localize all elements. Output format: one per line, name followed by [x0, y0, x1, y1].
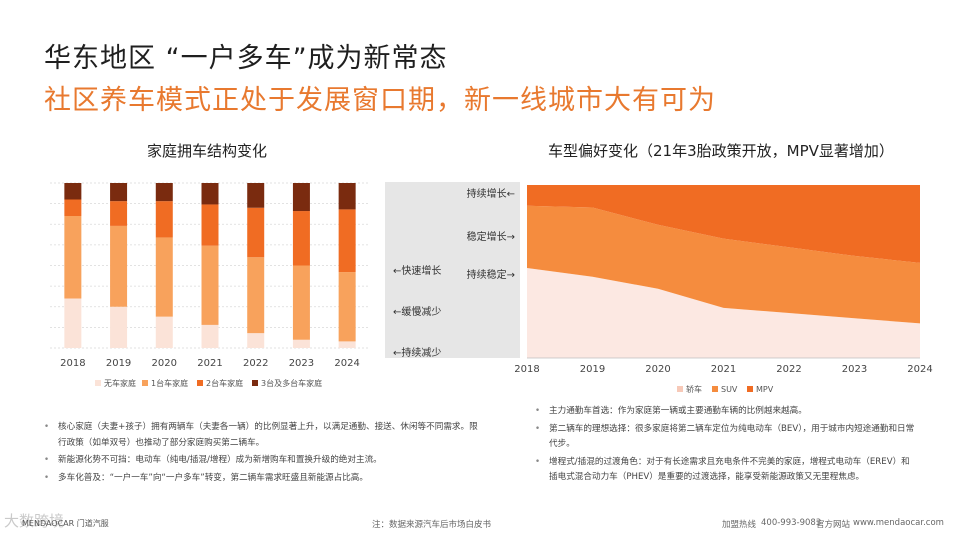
annotation-label: ←缓慢减少: [393, 305, 441, 318]
x-tick-label: 2023: [289, 358, 314, 369]
bar-segment: [155, 237, 173, 317]
list-item: • 核心家庭（夫妻+孩子）拥有两辆车（夫妻各一辆）的比例显著上升，以满足通勤、接送…: [44, 422, 478, 448]
site-url-link[interactable]: www.mendaocar.com: [853, 518, 944, 528]
bar-segment: [247, 207, 265, 258]
brand-logo-text: MENDAOCAR 门道汽服: [22, 519, 109, 528]
bar-segment: [110, 306, 128, 348]
hotline-number: 400-993-9083: [761, 518, 822, 528]
bar-segment: [338, 272, 356, 342]
x-tick-label: 2019: [106, 358, 131, 369]
x-tick-label: 2018: [60, 358, 85, 369]
x-tick-label: 2020: [152, 358, 177, 369]
bar-segment: [247, 183, 265, 208]
watermark: 大数跨境: [4, 512, 65, 530]
site-label: 官方网站: [816, 520, 851, 530]
x-tick-label: 2024: [907, 364, 932, 375]
legend-swatch: [142, 380, 148, 386]
car-type-chart: 2018 2019 2020 2021 2022 2023 2024 持续增长← 稳定增长→ 持续…: [385, 182, 933, 394]
left-bullet-list: • 核心家庭（夫妻+孩子）拥有两辆车（夫妻各一辆）的比例显著上升，以满足通勤、接送…: [44, 420, 484, 488]
legend-label: 1台车家庭: [151, 378, 188, 388]
legend-label: 无车家庭: [104, 378, 136, 388]
hotline-label: 加盟热线: [722, 520, 757, 530]
source-note: 注：数据来源汽车后市场白皮书: [372, 520, 492, 530]
bar-segment: [155, 316, 173, 348]
bar-segment: [201, 183, 219, 205]
x-tick-label: 2020: [645, 364, 670, 375]
bar-segment: [64, 216, 82, 299]
chart1-title: 家庭拥车结构变化: [147, 142, 268, 160]
x-tick-label: 2022: [776, 364, 801, 375]
area-MPV: [527, 185, 920, 263]
bar-segment: [64, 199, 82, 216]
legend-swatch: [712, 386, 718, 392]
x-tick-label: 2021: [711, 364, 736, 375]
annotation-label: 持续增长←: [467, 187, 515, 200]
bar-segment: [338, 183, 356, 210]
list-item: • 主力通勤车首选：作为家庭第一辆或主要通勤车辆的比例越来越高。: [535, 406, 807, 416]
list-item: • 多车化普及：“一户一车”向“一户多车”转变，第二辆车需求旺盛且新能源占比高。: [44, 472, 368, 483]
bar-segment: [247, 333, 265, 348]
annotation-panel: [385, 182, 520, 358]
bar-segment: [155, 201, 173, 238]
legend-swatch: [197, 380, 203, 386]
bar-segment: [201, 204, 219, 246]
x-tick-label: 2024: [334, 358, 359, 369]
page-subtitle: 社区养车模式正处于发展窗口期，新一线城市大有可为: [44, 85, 716, 116]
chart2-title: 车型偏好变化（21年3胎政策开放，MPV显著增加）: [548, 142, 894, 160]
bar-segment: [201, 245, 219, 325]
bar-segment: [201, 324, 219, 348]
annotation-label: ←持续减少: [393, 346, 441, 359]
list-item: • 第二辆车的理想选择：很多家庭将第二辆车定位为纯电动车（BEV），用于城市内短途…: [535, 423, 915, 450]
bar-segment: [64, 298, 82, 348]
bar-segment: [292, 183, 310, 212]
bar-segment: [110, 225, 128, 307]
x-tick-label: 2023: [842, 364, 867, 375]
legend-swatch: [747, 386, 753, 392]
bar-segment: [292, 339, 310, 348]
bar-segment: [155, 183, 173, 202]
legend-swatch: [252, 380, 258, 386]
bar-segment: [110, 201, 128, 226]
x-tick-label: 2018: [514, 364, 539, 375]
household-car-chart: 2018 2019 2020 2021 2022 2023 2024 无车家庭 1台车家庭 2台车…: [50, 182, 370, 388]
area-轿车: [527, 268, 920, 358]
right-bullet-list: • 主力通勤车首选：作为家庭第一辆或主要通勤车辆的比例越来越高。 • 第二辆车的理想…: [535, 404, 915, 488]
legend-swatch: [95, 380, 101, 386]
x-tick-label: 2022: [243, 358, 268, 369]
annotation-label: 持续稳定→: [467, 268, 515, 281]
list-item: • 新能源化势不可挡：电动车（纯电/插混/增程）成为新增购车和置换升级的绝对主流。: [44, 455, 382, 465]
legend-label: SUV: [721, 385, 738, 394]
legend-label: MPV: [756, 385, 774, 394]
annotation-label: 稳定增长→: [467, 230, 515, 243]
bar-segment: [292, 265, 310, 340]
list-item: • 增程式/插混的过渡角色：对于有长途需求且充电条件不完美的家庭，增程式电动车（E…: [535, 456, 910, 483]
page-title: 华东地区 “一户多车”成为新常态: [44, 43, 448, 74]
annotation-label: ←快速增长: [393, 264, 441, 277]
legend-swatch: [677, 386, 683, 392]
footer: 大数跨境 MENDAOCAR 门道汽服 注：数据来源汽车后市场白皮书 加盟热线 …: [0, 512, 960, 540]
x-tick-label: 2021: [197, 358, 222, 369]
bar-segment: [110, 183, 128, 202]
bar-segment: [64, 183, 82, 200]
bar-segment: [292, 211, 310, 266]
x-tick-label: 2019: [580, 364, 605, 375]
bar-segment: [247, 257, 265, 334]
legend-label: 轿车: [686, 384, 702, 394]
area-SUV: [527, 205, 920, 324]
legend-label: 3台及多台车家庭: [261, 378, 322, 388]
legend-label: 2台车家庭: [206, 378, 243, 388]
bar-segment: [338, 341, 356, 348]
bar-segment: [338, 209, 356, 273]
